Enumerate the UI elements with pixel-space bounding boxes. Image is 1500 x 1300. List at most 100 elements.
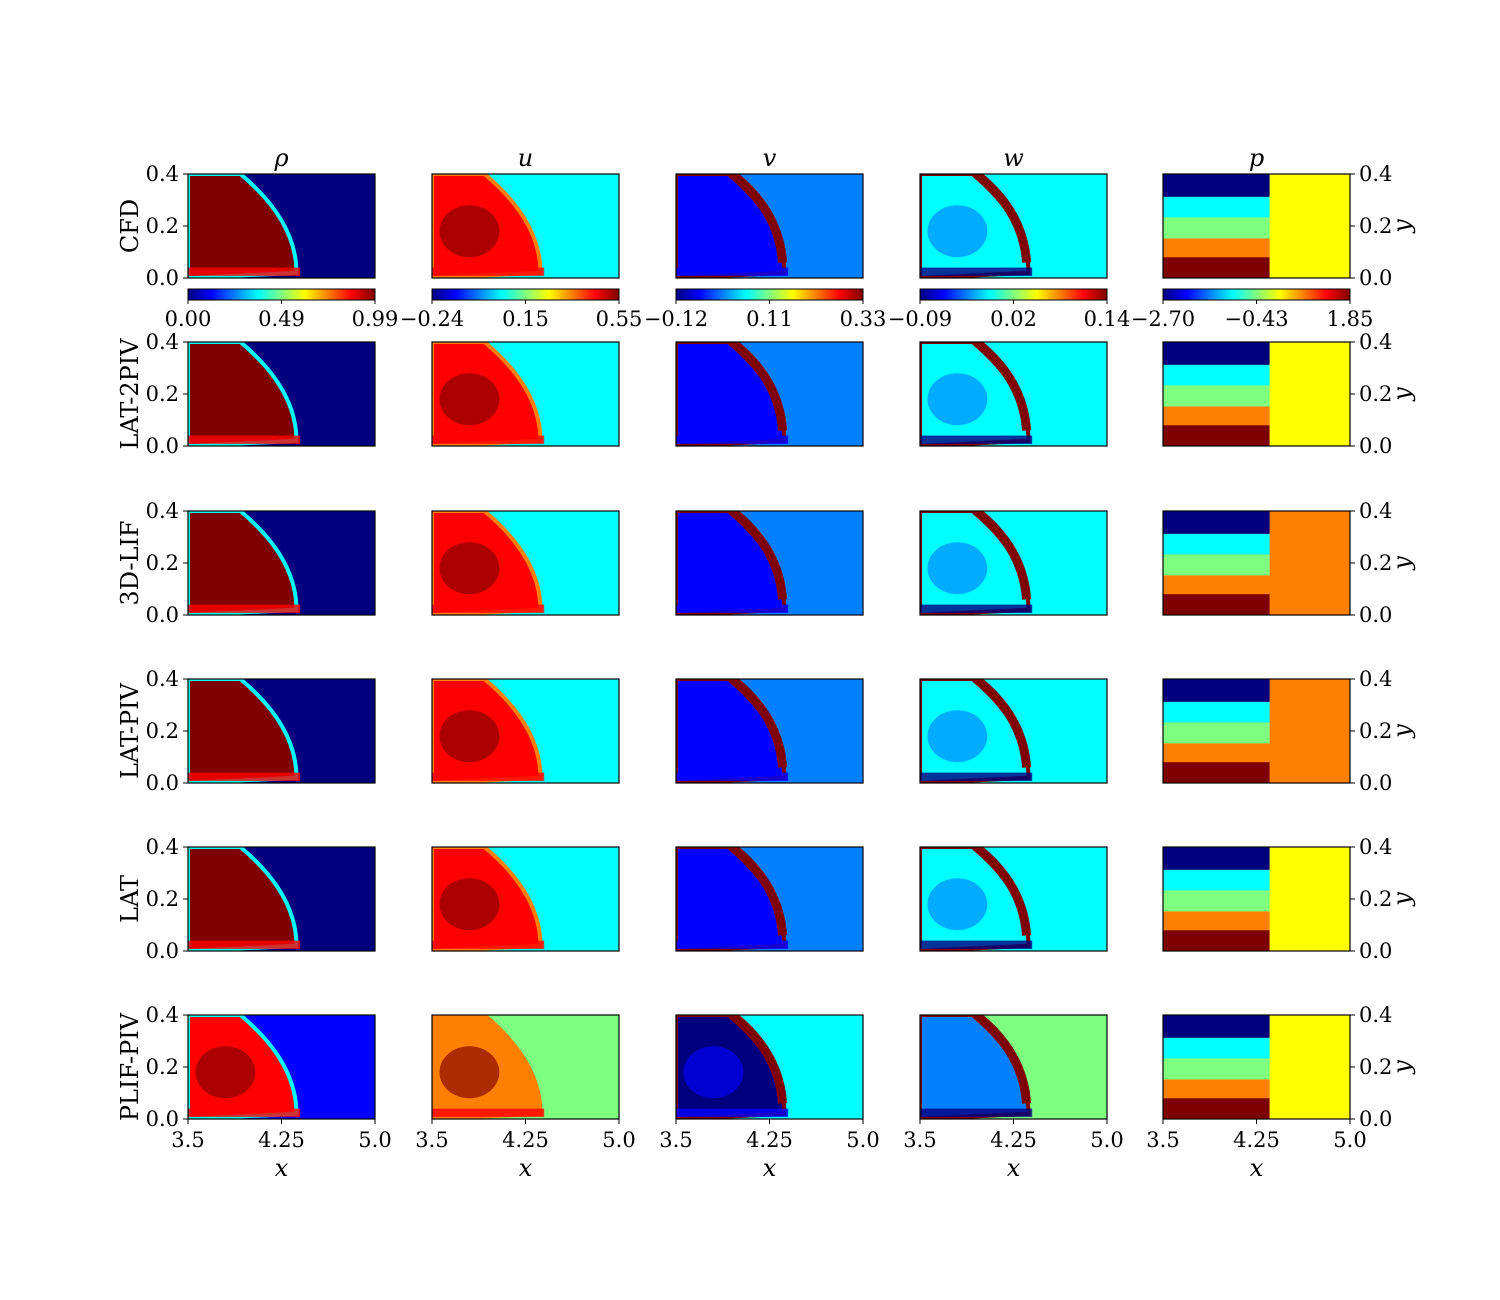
y-tick-label-left: 0.2 <box>146 887 179 911</box>
x-tick-label: 3.5 <box>171 1128 204 1152</box>
y-tick-label-right: 0.0 <box>1359 939 1392 963</box>
panel-frame <box>919 173 1108 279</box>
y-tick-label-right: 0.2 <box>1359 1055 1392 1079</box>
heatmap-panels <box>187 173 1351 1120</box>
heatmap-panel-1-4 <box>431 846 620 952</box>
y-tick-label-right: 0.0 <box>1359 434 1392 458</box>
y-axis-label: y <box>1388 892 1416 907</box>
y-tick-label-right: 0.0 <box>1359 266 1392 290</box>
heatmap-panel-2-0 <box>675 173 864 279</box>
panel-frame <box>431 510 620 616</box>
panel-frame <box>675 678 864 784</box>
colorbar-tick-label: −0.09 <box>888 307 952 331</box>
y-axis-label: y <box>1388 1060 1416 1075</box>
x-tick-label: 4.25 <box>990 1128 1037 1152</box>
y-tick-label-left: 0.4 <box>146 162 179 186</box>
x-tick-label: 5.0 <box>602 1128 635 1152</box>
x-tick-label: 5.0 <box>358 1128 391 1152</box>
y-tick-label-left: 0.0 <box>146 939 179 963</box>
x-tick-label: 3.5 <box>1146 1128 1179 1152</box>
y-tick-label-right: 0.4 <box>1359 162 1392 186</box>
colorbar-tick-label: 0.11 <box>746 307 793 331</box>
y-tick-label-right: 0.4 <box>1359 667 1392 691</box>
column-title: v <box>763 144 777 172</box>
x-axis-label: x <box>1250 1154 1264 1182</box>
colorbar <box>675 288 864 301</box>
y-axis-label: y <box>1388 556 1416 571</box>
x-tick-label: 3.5 <box>903 1128 936 1152</box>
heatmap-panel-1-5 <box>431 1014 620 1120</box>
column-title: w <box>1003 144 1024 172</box>
colorbar-tick-label: −0.12 <box>644 307 708 331</box>
x-tick-label: 4.25 <box>746 1128 793 1152</box>
colorbar-tick-label: −0.43 <box>1224 307 1288 331</box>
y-tick-label-right: 0.2 <box>1359 214 1392 238</box>
y-axis-label: y <box>1388 219 1416 234</box>
y-tick-label-left: 0.0 <box>146 1107 179 1131</box>
panel-frame <box>675 846 864 952</box>
y-tick-label-left: 0.0 <box>146 603 179 627</box>
heatmap-panel-3-1 <box>919 341 1108 447</box>
heatmap-panel-1-0 <box>431 173 620 279</box>
heatmap-panel-4-3 <box>1162 678 1351 784</box>
heatmap-panel-3-3 <box>919 678 1108 784</box>
row-label: 3D-LIF <box>116 520 144 605</box>
y-tick-label-left: 0.0 <box>146 771 179 795</box>
heatmap-panel-2-4 <box>675 846 864 952</box>
heatmap-panel-4-1 <box>1162 341 1351 447</box>
y-tick-label-left: 0.0 <box>146 266 179 290</box>
panel-frame <box>919 846 1108 952</box>
x-axis-label: x <box>1007 1154 1021 1182</box>
x-axis-label: x <box>763 1154 777 1182</box>
heatmap-panel-0-4 <box>187 846 376 952</box>
x-axis-label: x <box>275 1154 289 1182</box>
panel-frame <box>431 846 620 952</box>
heatmap-panel-3-2 <box>919 510 1108 616</box>
y-tick-label-left: 0.2 <box>146 1055 179 1079</box>
y-tick-label-right: 0.2 <box>1359 382 1392 406</box>
row-label: PLIF-PIV <box>116 1012 144 1121</box>
colorbar-tick-label: −0.24 <box>400 307 464 331</box>
x-tick-label: 4.25 <box>258 1128 305 1152</box>
colorbar-tick-label: 0.99 <box>352 307 399 331</box>
colorbar-tick-label: 0.15 <box>502 307 549 331</box>
y-tick-label-left: 0.2 <box>146 551 179 575</box>
heatmap-panel-1-2 <box>431 510 620 616</box>
heatmap-panel-4-5 <box>1162 1014 1351 1120</box>
colorbar <box>919 288 1108 301</box>
y-tick-label-right: 0.4 <box>1359 835 1392 859</box>
y-tick-label-left: 0.4 <box>146 499 179 523</box>
y-tick-label-left: 0.2 <box>146 382 179 406</box>
panel-frame <box>919 510 1108 616</box>
colorbar-tick-label: 0.33 <box>840 307 887 331</box>
x-tick-label: 5.0 <box>1090 1128 1123 1152</box>
heatmap-panel-3-5 <box>919 1014 1108 1120</box>
column-title: ρ <box>273 144 288 172</box>
panel-frame <box>431 173 620 279</box>
y-tick-label-left: 0.0 <box>146 434 179 458</box>
row-label: LAT-PIV <box>116 682 144 779</box>
y-tick-label-right: 0.0 <box>1359 1107 1392 1131</box>
y-tick-label-left: 0.2 <box>146 719 179 743</box>
heatmap-panel-4-4 <box>1162 846 1351 952</box>
panel-frame <box>431 678 620 784</box>
panel-frame <box>675 341 864 447</box>
colorbar <box>187 288 376 301</box>
column-title: u <box>518 144 533 172</box>
heatmap-panel-4-2 <box>1162 510 1351 616</box>
heatmap-panel-2-5 <box>675 1014 864 1120</box>
colorbar-tick-label: 0.55 <box>596 307 643 331</box>
x-tick-label: 3.5 <box>659 1128 692 1152</box>
y-tick-label-right: 0.4 <box>1359 330 1392 354</box>
heatmap-panel-2-2 <box>675 510 864 616</box>
panel-frame <box>431 341 620 447</box>
heatmap-panel-0-5 <box>187 1014 376 1120</box>
row-label: CFD <box>116 199 144 253</box>
heatmap-panel-4-0 <box>1162 173 1351 279</box>
heatmap-panel-0-0 <box>187 173 376 279</box>
x-tick-label: 3.5 <box>415 1128 448 1152</box>
heatmap-panel-0-1 <box>187 341 376 447</box>
panel-frame <box>919 678 1108 784</box>
heatmap-panel-3-4 <box>919 846 1108 952</box>
